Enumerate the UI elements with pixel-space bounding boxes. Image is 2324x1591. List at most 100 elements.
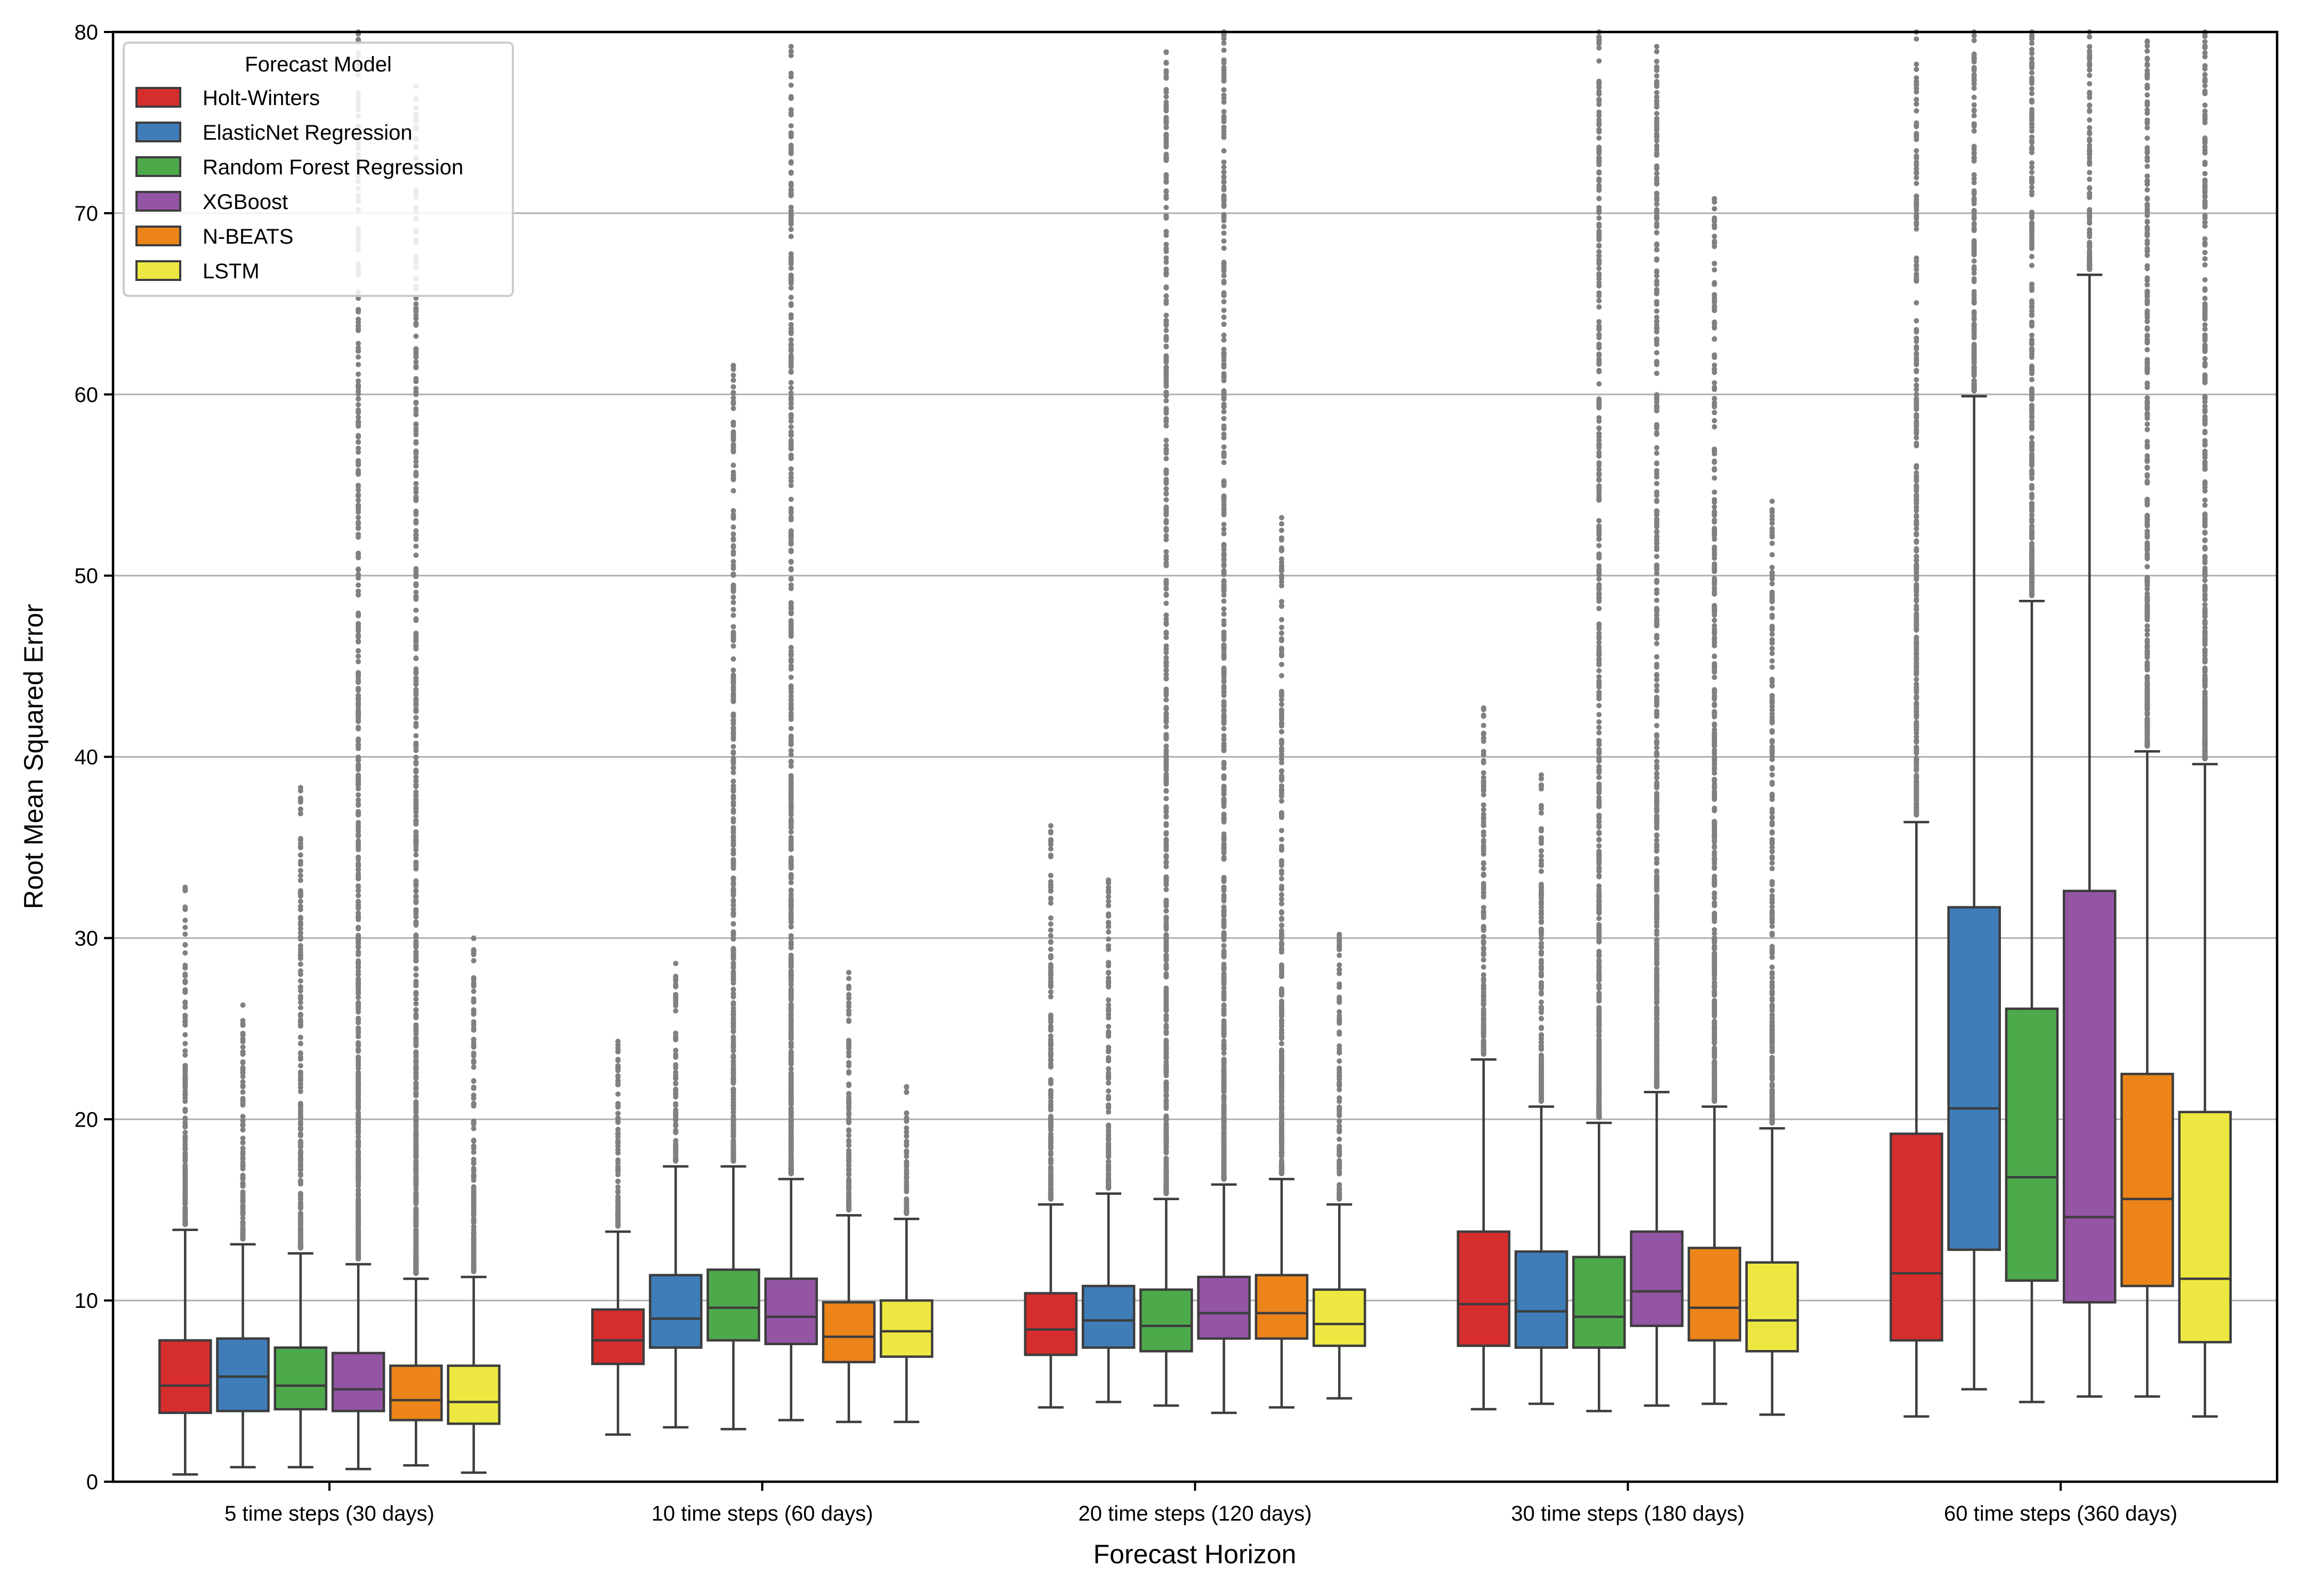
outlier-point — [1163, 903, 1169, 909]
outlier-point — [1048, 1167, 1054, 1172]
outlier-point — [1913, 809, 1919, 815]
outlier-point — [788, 1147, 794, 1153]
outlier-point — [2029, 574, 2034, 580]
outlier-point — [788, 123, 794, 129]
outlier-point — [1106, 1145, 1112, 1151]
outlier-point — [1048, 1061, 1054, 1067]
box-0-1 — [591, 1039, 645, 1436]
iqr-box — [158, 1339, 212, 1415]
box-0-3 — [1457, 705, 1510, 1411]
outlier-point — [1048, 888, 1054, 894]
outlier-point — [788, 892, 794, 898]
outlier-point — [673, 1065, 679, 1071]
outlier-point — [1538, 857, 1544, 863]
outlier-point — [1106, 898, 1112, 904]
outlier-point — [1913, 634, 1919, 640]
outlier-point — [673, 1051, 679, 1057]
outlier-point — [2029, 459, 2034, 465]
outlier-point — [297, 1162, 303, 1168]
outlier-point — [1596, 930, 1602, 936]
outlier-point — [2029, 86, 2034, 92]
outlier-point — [1163, 377, 1169, 383]
outlier-point — [2029, 189, 2034, 195]
outlier-point — [356, 378, 361, 384]
outlier-point — [1106, 1075, 1112, 1081]
outlier-point — [1048, 921, 1054, 927]
outlier-point — [730, 613, 736, 618]
outlier-point — [1163, 714, 1169, 720]
outlier-point — [1596, 472, 1602, 478]
outlier-point — [2029, 262, 2034, 268]
plot-area — [158, 29, 2232, 1476]
outlier-point — [730, 429, 736, 435]
outlier-point — [1913, 734, 1919, 740]
outlier-point — [1163, 1128, 1169, 1134]
outlier-point — [1163, 1134, 1169, 1139]
outlier-point — [356, 327, 361, 333]
outlier-point — [1481, 722, 1486, 728]
outlier-point — [1596, 497, 1602, 503]
outlier-point — [788, 1056, 794, 1062]
outlier-point — [1913, 650, 1919, 656]
outlier-point — [1596, 120, 1602, 126]
outlier-point — [1048, 853, 1054, 859]
outlier-point — [1163, 115, 1169, 120]
outlier-point — [1913, 396, 1919, 401]
outlier-point — [356, 470, 361, 476]
outlier-point — [356, 1201, 361, 1207]
outlier-point — [1913, 136, 1919, 142]
outlier-point — [1596, 813, 1602, 818]
outlier-point — [1481, 1048, 1486, 1054]
outlier-point — [788, 285, 794, 291]
outlier-point — [1971, 382, 1977, 388]
outlier-point — [1538, 826, 1544, 832]
outlier-point — [1538, 772, 1544, 778]
iqr-box — [2005, 1007, 2059, 1282]
outlier-point — [2029, 120, 2034, 126]
outlier-point — [1106, 1015, 1112, 1021]
outlier-point — [240, 1204, 246, 1210]
outlier-point — [1538, 1024, 1544, 1030]
outlier-point — [1913, 765, 1919, 770]
outlier-point — [1163, 764, 1169, 769]
outlier-point — [615, 1172, 621, 1178]
outlier-point — [182, 1115, 188, 1121]
outlier-point — [182, 950, 188, 956]
outlier-point — [1971, 172, 1977, 178]
outlier-point — [1596, 266, 1602, 271]
outlier-point — [240, 1197, 246, 1203]
outlier-point — [1481, 1007, 1486, 1013]
outlier-point — [1596, 532, 1602, 538]
outlier-point — [1163, 1145, 1169, 1151]
outlier-point — [1481, 1041, 1486, 1047]
outlier-point — [730, 991, 736, 997]
outlier-point — [297, 1220, 303, 1226]
outlier-point — [1048, 1156, 1054, 1162]
outlier-point — [615, 1213, 621, 1219]
outlier-point — [1596, 159, 1602, 165]
outlier-point — [356, 534, 361, 540]
outlier-point — [1048, 895, 1054, 901]
outlier-point — [1596, 749, 1602, 754]
outlier-point — [240, 1160, 246, 1166]
outlier-point — [1913, 668, 1919, 673]
outlier-point — [1163, 592, 1169, 598]
outlier-point — [1538, 835, 1544, 841]
outlier-point — [1596, 1021, 1602, 1026]
outlier-point — [788, 1001, 794, 1007]
iqr-box — [1139, 1288, 1193, 1353]
outlier-point — [730, 769, 736, 775]
outlier-point — [297, 1000, 303, 1006]
outlier-point — [1163, 732, 1169, 737]
outlier-point — [1913, 488, 1919, 494]
outlier-point — [788, 74, 794, 79]
box-1-1 — [649, 960, 703, 1429]
outlier-point — [1596, 431, 1602, 437]
outlier-point — [1163, 775, 1169, 781]
outlier-point — [1163, 151, 1169, 157]
outlier-point — [1048, 1098, 1054, 1104]
outlier-point — [2029, 494, 2034, 500]
outlier-point — [788, 483, 794, 488]
outlier-point — [297, 1102, 303, 1108]
outlier-point — [1913, 335, 1919, 341]
